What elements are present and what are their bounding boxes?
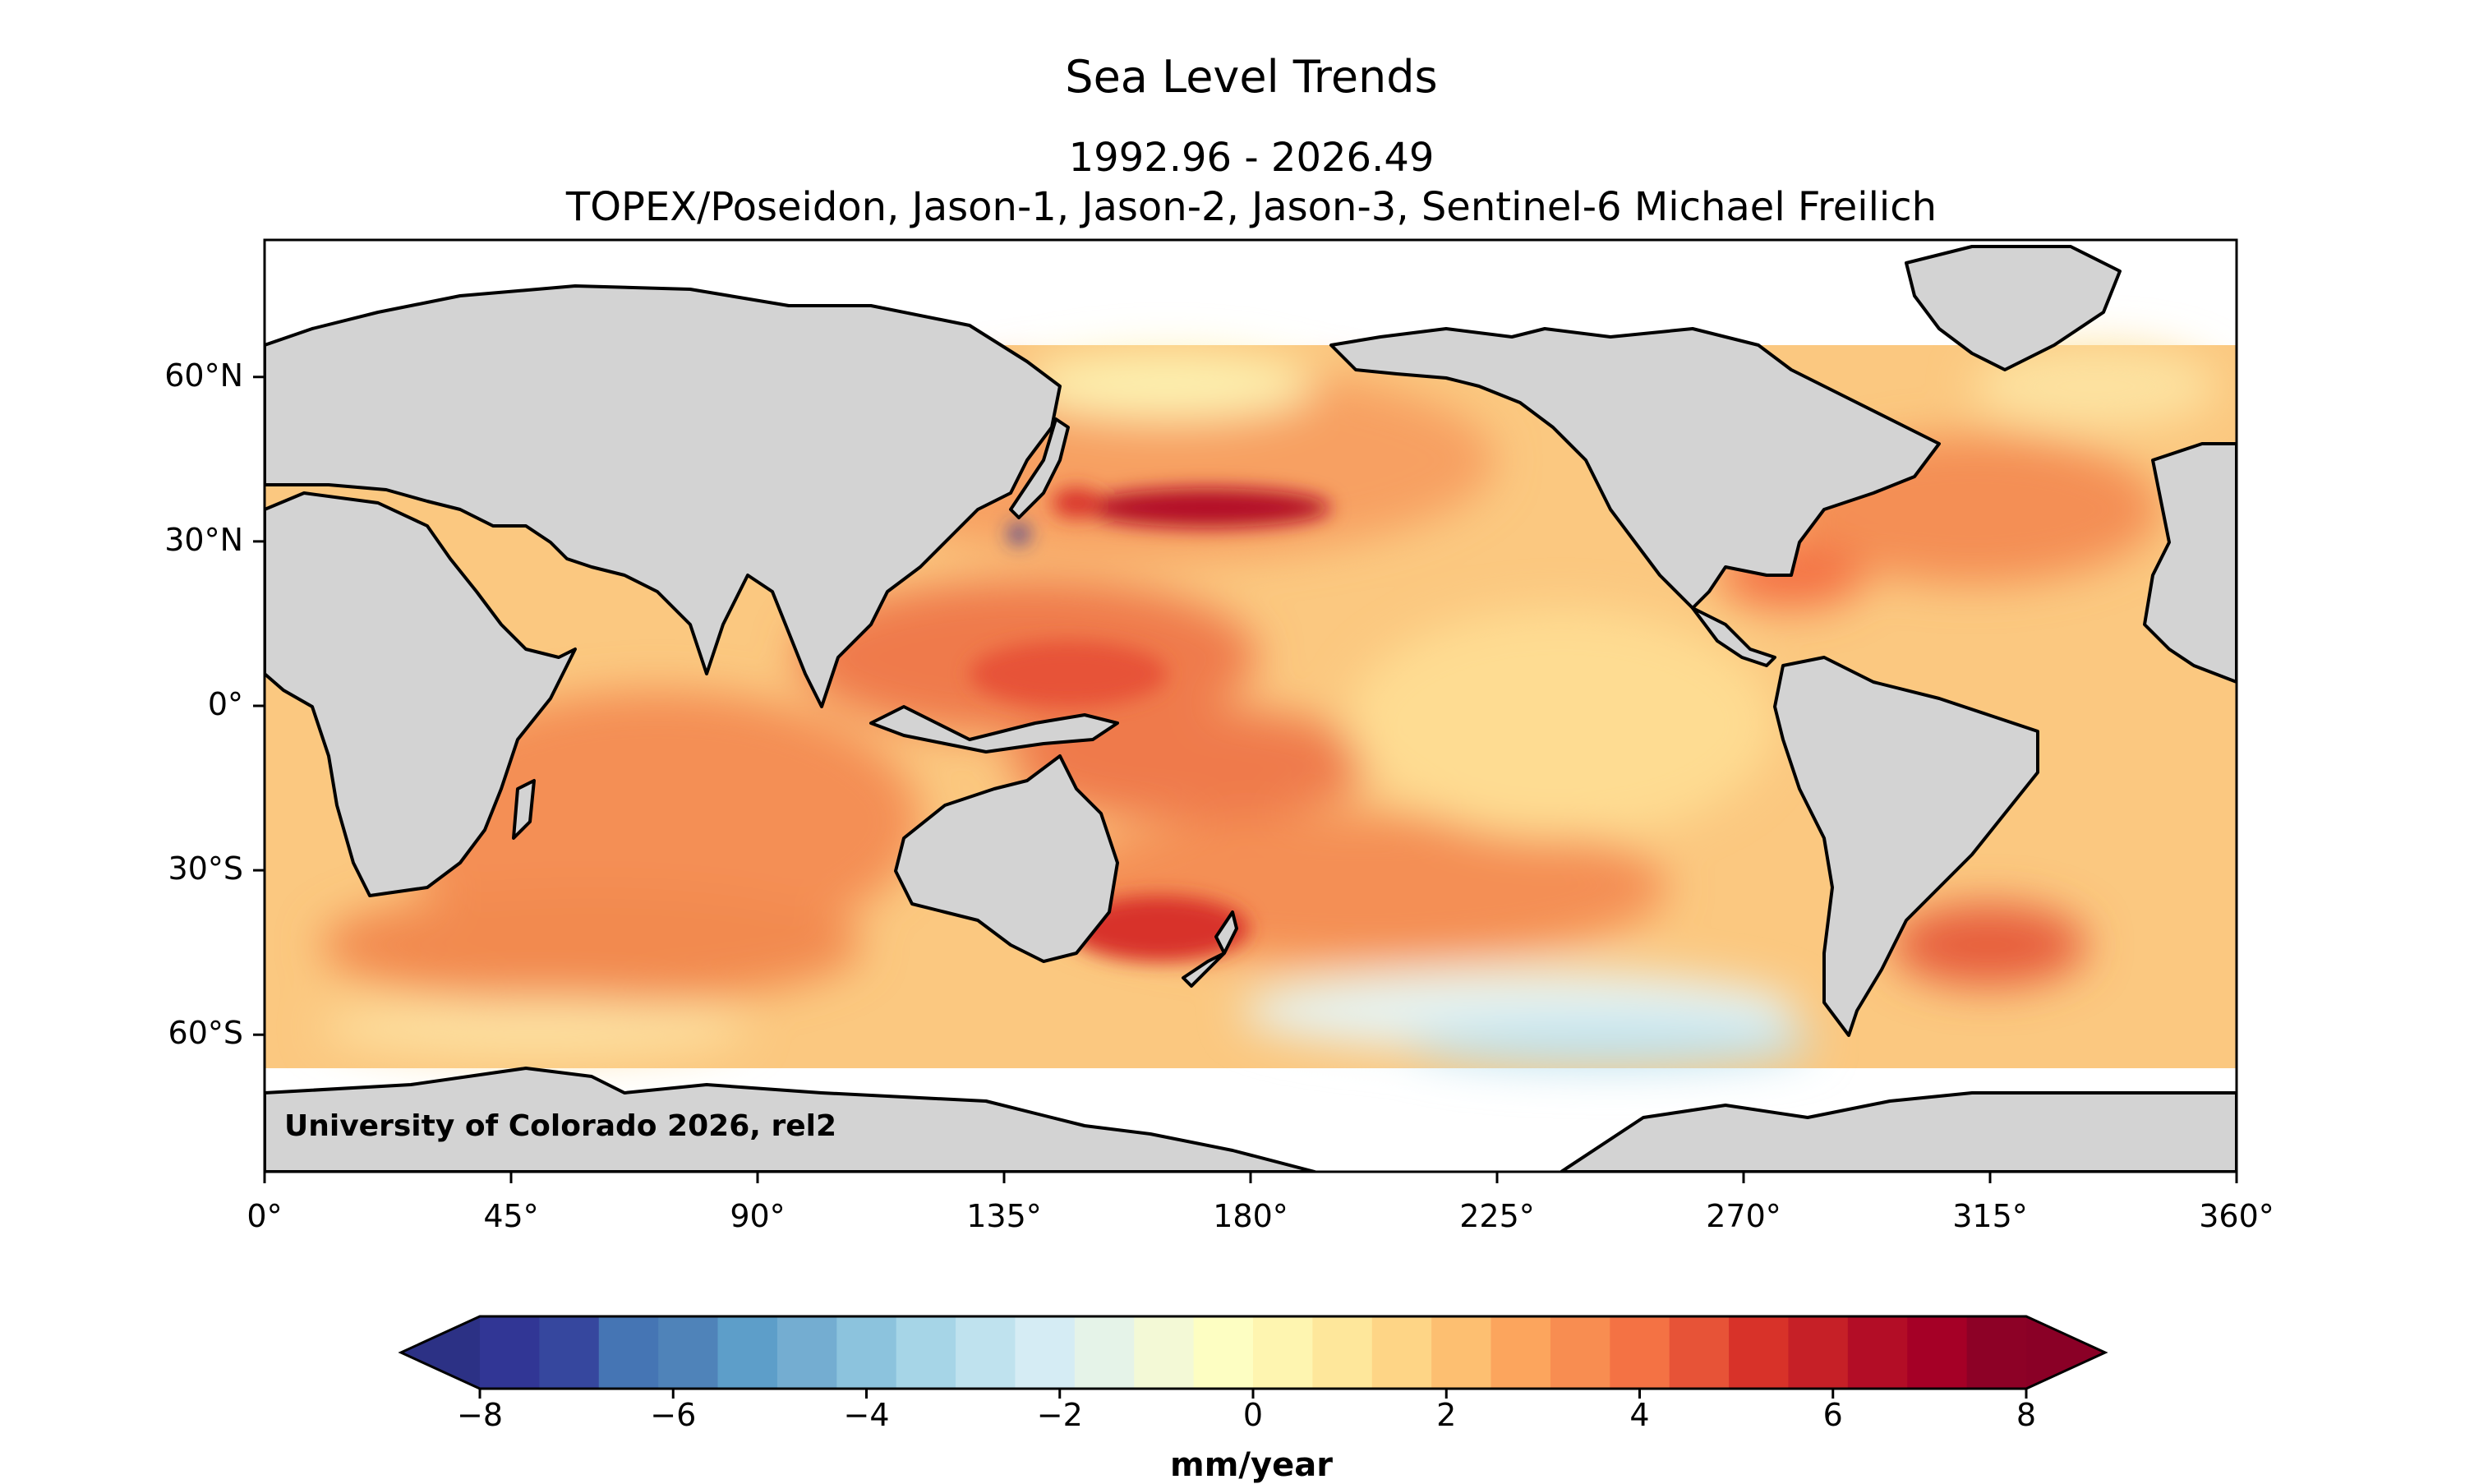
western-europe-edge: [2143, 442, 2237, 684]
chart-missions: TOPEX/Poseidon, Jason-1, Jason-2, Jason-…: [565, 184, 1937, 230]
colorbar-extend-high: [2026, 1316, 2105, 1389]
colorbar-segment: [1312, 1316, 1373, 1389]
latitude-tick-marks: [253, 376, 265, 1036]
colorbar-tick-label: −6: [650, 1397, 697, 1433]
longitude-tick-label: 45°: [483, 1198, 539, 1234]
colorbar-tick-label: 0: [1242, 1397, 1264, 1433]
indonesia: [869, 705, 1119, 754]
colorbar-tick-label: 4: [1629, 1397, 1650, 1433]
colorbar-segment: [896, 1316, 956, 1389]
longitude-tick-label: 270°: [1706, 1198, 1781, 1234]
land-masses: [265, 245, 2237, 1172]
colorbar-segment: [776, 1316, 837, 1389]
colorbar-tick-label: 8: [2016, 1397, 2037, 1433]
colorbar-segment: [1550, 1316, 1610, 1389]
latitude-tick-label: 0°: [207, 686, 243, 722]
central-america: [1691, 606, 1776, 667]
latitude-tick-label: 60°N: [164, 357, 243, 394]
colorbar-segment: [1193, 1316, 1254, 1389]
colorbar-label: mm/year: [1170, 1446, 1333, 1484]
colorbar-segment: [658, 1316, 719, 1389]
antarctica: [265, 1067, 2237, 1172]
trend-field-anomalies: [320, 345, 2218, 1068]
colorbar-segment: [1371, 1316, 1432, 1389]
colorbar-segment: [1253, 1316, 1313, 1389]
longitude-tick-label: 180°: [1213, 1198, 1288, 1234]
colorbar-segment: [1847, 1316, 1908, 1389]
colorbar-segment: [956, 1316, 1016, 1389]
chart-period: 1992.96 - 2026.49: [1068, 135, 1435, 181]
eurasia: [265, 284, 1062, 708]
colorbar-segment: [1669, 1316, 1730, 1389]
longitude-tick-label: 135°: [966, 1198, 1042, 1234]
colorbar-segment: [1015, 1316, 1076, 1389]
chart-title: Sea Level Trends: [1065, 51, 1438, 103]
colorbar-tick-label: −8: [456, 1397, 504, 1433]
colorbar-segment: [1491, 1316, 1551, 1389]
longitude-tick-marks: [263, 1172, 2238, 1183]
colorbar-tick-label: −4: [843, 1397, 890, 1433]
north-america: [1329, 327, 1941, 610]
colorbar-segment: [1966, 1316, 2027, 1389]
colorbar-extend-low: [401, 1316, 480, 1389]
colorbar-tick-label: 2: [1436, 1397, 1457, 1433]
longitude-tick-label: 315°: [1952, 1198, 2028, 1234]
longitude-tick-label: 225°: [1459, 1198, 1535, 1234]
colorbar-segment: [1074, 1316, 1135, 1389]
latitude-tick-label: 60°S: [168, 1015, 243, 1052]
colorbar-tick-label: −2: [1036, 1397, 1083, 1433]
credit-label: University of Colorado 2026, rel2: [284, 1109, 837, 1143]
colorbar-segment: [1788, 1316, 1849, 1389]
colorbar-segment: [1134, 1316, 1195, 1389]
latitude-tick-label: 30°S: [168, 850, 243, 887]
colorbar-segment: [480, 1316, 540, 1389]
longitude-tick-label: 360°: [2199, 1198, 2274, 1234]
colorbar-segment: [836, 1316, 897, 1389]
colorbar-segment: [539, 1316, 600, 1389]
colorbar-segment: [1610, 1316, 1670, 1389]
colorbar: [398, 1315, 2108, 1399]
madagascar: [512, 779, 536, 840]
latitude-tick-label: 30°N: [164, 521, 243, 558]
colorbar-tick-label: 6: [1822, 1397, 1843, 1433]
africa: [265, 491, 577, 897]
japan: [1009, 417, 1070, 519]
colorbar-segment: [1907, 1316, 1968, 1389]
longitude-tick-label: 90°: [730, 1198, 786, 1234]
longitude-tick-label: 0°: [246, 1198, 283, 1234]
greenland: [1905, 245, 2122, 371]
trend-field-extremes: [970, 479, 1800, 961]
new-zealand: [1182, 910, 1238, 988]
colorbar-segment: [1431, 1316, 1492, 1389]
colorbar-segment: [1729, 1316, 1790, 1389]
australia: [894, 754, 1119, 963]
south-america: [1773, 656, 2039, 1037]
map-area: [265, 240, 2237, 1172]
colorbar-segment: [598, 1316, 659, 1389]
colorbar-segment: [717, 1316, 778, 1389]
